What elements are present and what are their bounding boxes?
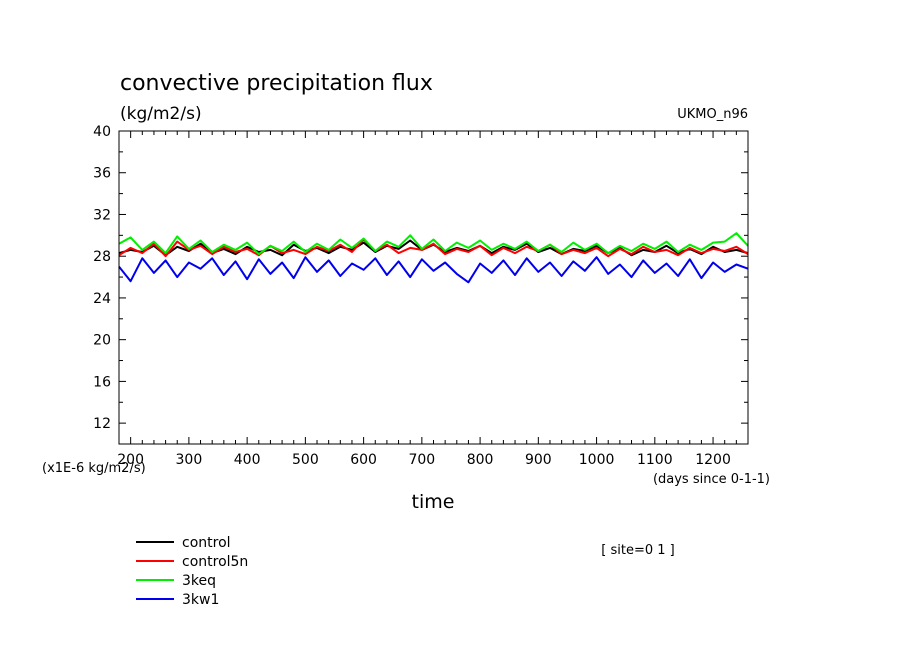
chart-title: convective precipitation flux — [120, 71, 433, 96]
x-axis-label: time — [412, 491, 455, 513]
y-tick-label: 20 — [93, 333, 111, 349]
x-tick-label: 600 — [350, 452, 377, 468]
y-tick-label: 28 — [93, 249, 111, 265]
y-tick-label: 32 — [93, 207, 111, 223]
x-tick-label: 700 — [408, 452, 435, 468]
x-units-label: (days since 0-1-1) — [653, 472, 770, 487]
model-label: UKMO_n96 — [677, 107, 748, 122]
x-tick-label: 900 — [525, 452, 552, 468]
x-tick-label: 200 — [117, 452, 144, 468]
x-tick-label: 400 — [234, 452, 261, 468]
x-tick-label: 1000 — [579, 452, 615, 468]
site-label: [ site=0 1 ] — [601, 543, 674, 558]
legend: control control5n 3keq 3kw1 — [136, 535, 248, 608]
x-tick-label: 1200 — [695, 452, 731, 468]
series-line-3kw1 — [118, 256, 749, 284]
ticks-layer: 200 300 400 500 600 700 800 900 1000 1100 1200 12 16… — [93, 124, 749, 468]
y-tick-label: 36 — [93, 166, 111, 182]
y-tick-label: 16 — [93, 374, 111, 390]
legend-label-control5n: control5n — [182, 554, 248, 570]
y-axis-label: (x1E-6 kg/m2/s) — [42, 461, 146, 476]
x-tick-label: 300 — [176, 452, 203, 468]
y-tick-label: 40 — [93, 124, 111, 140]
legend-label-3kw1: 3kw1 — [182, 592, 219, 608]
series-line-3keq — [118, 232, 749, 256]
x-tick-label: 800 — [467, 452, 494, 468]
y-tick-label: 24 — [93, 291, 111, 307]
series-layer — [118, 232, 749, 284]
y-tick-label: 12 — [93, 416, 111, 432]
plot-frame — [118, 130, 749, 445]
units-label: (kg/m2/s) — [120, 104, 202, 124]
legend-label-3keq: 3keq — [182, 573, 216, 589]
x-tick-label: 500 — [292, 452, 319, 468]
series-line-control5n — [118, 238, 749, 258]
x-tick-label: 1100 — [637, 452, 673, 468]
legend-label-control: control — [182, 535, 231, 551]
